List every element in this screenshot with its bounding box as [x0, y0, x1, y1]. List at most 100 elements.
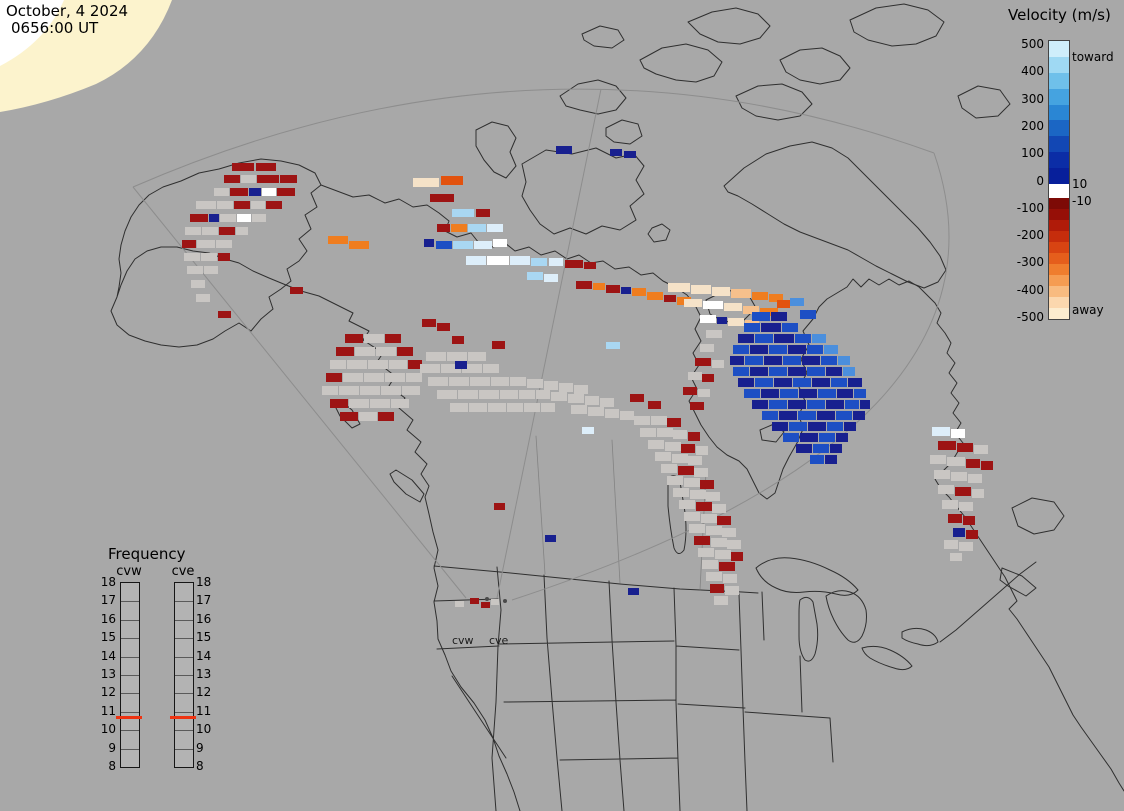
velocity-colorbar: [1048, 40, 1070, 320]
velocity-cell: [216, 240, 232, 248]
velocity-cell: [774, 378, 792, 387]
velocity-cell: [694, 536, 710, 545]
velocity-cell: [788, 367, 806, 376]
velocity-cell: [826, 367, 842, 376]
velocity-cell: [585, 396, 599, 405]
velocity-cell: [837, 389, 853, 398]
velocity-cell: [190, 214, 208, 222]
frequency-tick: 12: [196, 685, 212, 700]
velocity-cell: [450, 403, 468, 412]
velocity-cell: [752, 400, 768, 409]
velocity-cell: [368, 360, 388, 369]
velocity-cell: [487, 256, 509, 265]
velocity-cell: [684, 478, 700, 487]
velocity-cell: [951, 429, 965, 438]
velocity-cell: [584, 262, 596, 269]
velocity-cell: [810, 455, 824, 464]
velocity-cell: [218, 311, 231, 318]
frequency-tick: 9: [108, 740, 116, 755]
velocity-cell: [406, 373, 422, 382]
velocity-cell: [204, 266, 218, 274]
velocity-cell: [821, 356, 837, 365]
velocity-cell: [667, 476, 683, 485]
velocity-cell: [738, 378, 754, 387]
velocity-cell: [620, 411, 634, 420]
velocity-cell: [453, 241, 473, 249]
frequency-scale-cvw: [120, 582, 140, 768]
velocity-tick: -500: [1016, 310, 1044, 324]
velocity-cell: [854, 389, 866, 398]
velocity-cell: [441, 176, 463, 185]
frequency-tick-line: [121, 730, 139, 732]
velocity-cell: [201, 253, 217, 261]
frequency-tick: 13: [196, 667, 212, 681]
velocity-cell: [942, 500, 958, 509]
velocity-cell: [251, 201, 265, 209]
velocity-cell: [588, 407, 604, 416]
velocity-cell: [556, 146, 572, 154]
velocity-cell: [574, 385, 588, 394]
colorbar-segment: [1049, 168, 1069, 184]
velocity-cell: [722, 528, 736, 537]
velocity-cell: [819, 433, 835, 442]
colorbar-segment: [1049, 230, 1069, 242]
velocity-cell: [541, 403, 555, 412]
velocity-cell: [214, 188, 229, 196]
alaska-outline: [110, 158, 322, 348]
velocity-cell: [347, 360, 367, 369]
velocity-cell: [769, 294, 783, 302]
velocity-cell: [843, 367, 855, 376]
velocity-tick: 0: [1036, 173, 1044, 188]
colorbar-segment: [1049, 136, 1069, 153]
velocity-cell: [932, 427, 950, 436]
velocity-cell: [700, 480, 714, 489]
frequency-tick: 12: [100, 685, 116, 700]
velocity-cell: [798, 411, 816, 420]
velocity-cell: [688, 432, 700, 441]
velocity-tick: 400: [1021, 64, 1044, 79]
velocity-tick: -400: [1016, 282, 1044, 297]
velocity-cell: [364, 373, 384, 382]
velocity-cell: [277, 188, 295, 196]
velocity-tick: 300: [1021, 91, 1044, 106]
frequency-tick: 10: [100, 722, 116, 737]
velocity-data-cells: [182, 146, 993, 608]
velocity-cell: [938, 485, 954, 494]
velocity-cell: [376, 347, 396, 356]
velocity-cell: [389, 360, 407, 369]
frequency-col-cve: cve: [171, 564, 195, 579]
colorbar-segment: [1049, 263, 1069, 275]
frequency-tick: 17: [196, 593, 212, 608]
velocity-cell: [717, 317, 727, 324]
fov-beam-divider: [496, 88, 602, 599]
velocity-cell: [610, 149, 622, 156]
velocity-cell: [234, 201, 250, 209]
velocity-cell: [700, 344, 714, 352]
inner-pos-tick: 10: [1072, 177, 1088, 191]
velocity-cell: [667, 418, 681, 427]
velocity-cell: [628, 588, 639, 595]
frequency-tick: 14: [100, 648, 116, 663]
velocity-cell: [544, 274, 558, 282]
colorbar-segment: [1049, 41, 1069, 57]
velocity-cell: [710, 584, 724, 593]
arctic-islands: [333, 3, 1065, 597]
colorbar-segment: [1049, 104, 1069, 121]
lake-erie: [861, 645, 913, 671]
velocity-cell: [665, 442, 681, 451]
velocity-cell: [750, 367, 768, 376]
frequency-tick-line: [121, 601, 139, 603]
velocity-cell: [345, 334, 363, 343]
velocity-cell: [606, 342, 620, 349]
velocity-cell: [712, 360, 724, 368]
frequency-tick-line: [175, 693, 193, 695]
velocity-tick: -300: [1016, 255, 1044, 270]
frequency-col-cvw: cvw: [116, 564, 142, 579]
frequency-tick: 15: [196, 630, 212, 645]
velocity-cell: [812, 334, 826, 343]
colorbar-segment: [1049, 307, 1069, 319]
velocity-cell: [672, 454, 688, 463]
velocity-cell: [426, 352, 446, 361]
velocity-cell: [783, 356, 801, 365]
velocity-cell: [764, 356, 782, 365]
